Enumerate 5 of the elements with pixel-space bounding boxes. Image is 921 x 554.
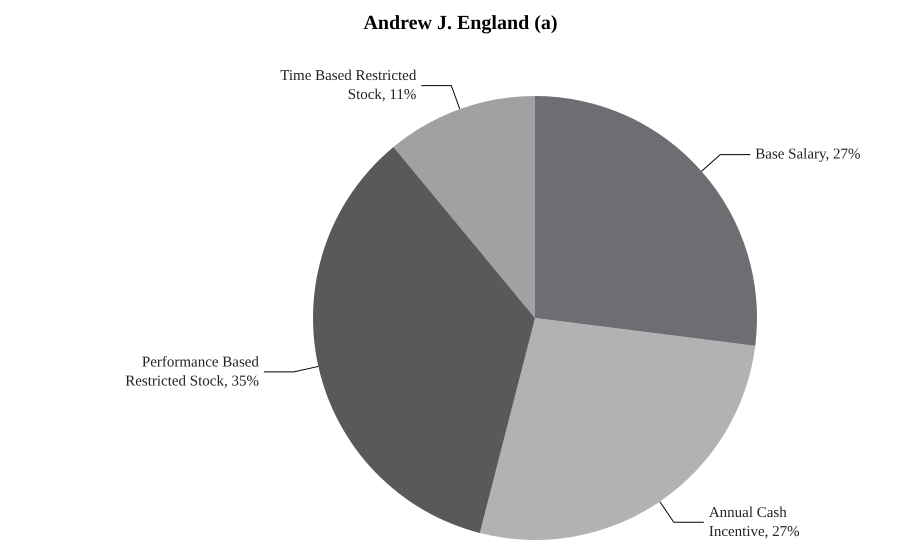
slice-label: Base Salary, 27% [755, 146, 861, 163]
slice-label: Annual Cash Incentive, 27% [708, 504, 800, 540]
slice-label: Time Based Restricted Stock, 11% [280, 68, 417, 104]
chart-title: Andrew J. England (a) [363, 12, 558, 34]
slice-label: Performance Based Restricted Stock, 35% [125, 354, 260, 390]
